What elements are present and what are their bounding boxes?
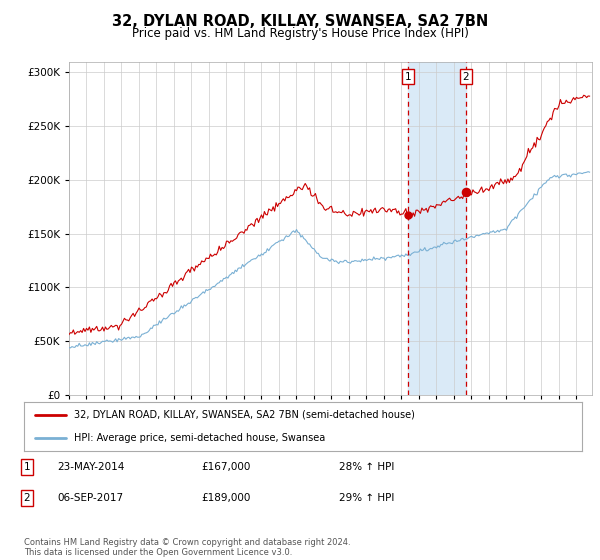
Bar [408,62,466,395]
Text: 32, DYLAN ROAD, KILLAY, SWANSEA, SA2 7BN: 32, DYLAN ROAD, KILLAY, SWANSEA, SA2 7BN [112,14,488,29]
Text: 23-MAY-2014: 23-MAY-2014 [57,462,124,472]
Text: 29% ↑ HPI: 29% ↑ HPI [339,493,394,503]
Text: Contains HM Land Registry data © Crown copyright and database right 2024.
This d: Contains HM Land Registry data © Crown c… [24,538,350,557]
Text: 2: 2 [23,493,31,503]
Text: 2: 2 [463,72,469,82]
Text: £167,000: £167,000 [201,462,250,472]
Text: 1: 1 [405,72,412,82]
Text: 06-SEP-2017: 06-SEP-2017 [57,493,123,503]
Point [461,187,470,196]
Text: Price paid vs. HM Land Registry's House Price Index (HPI): Price paid vs. HM Land Registry's House … [131,27,469,40]
Text: 32, DYLAN ROAD, KILLAY, SWANSEA, SA2 7BN (semi-detached house): 32, DYLAN ROAD, KILLAY, SWANSEA, SA2 7BN… [74,410,415,420]
Text: £189,000: £189,000 [201,493,250,503]
Point [403,211,413,220]
Text: 28% ↑ HPI: 28% ↑ HPI [339,462,394,472]
Text: 1: 1 [23,462,31,472]
Text: HPI: Average price, semi-detached house, Swansea: HPI: Average price, semi-detached house,… [74,433,325,444]
